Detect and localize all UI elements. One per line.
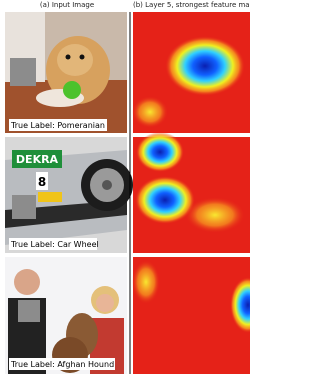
column-title: (b) Layer 5, strongest feature map — [133, 1, 250, 9]
input-image — [5, 12, 127, 133]
car-number: 8 — [38, 175, 46, 189]
figure: (a) Input Image (b) Layer 5, strongest f… — [0, 0, 250, 374]
feature-map — [132, 12, 250, 133]
true-label: True Label: Afghan Hound — [10, 360, 114, 369]
input-image: DEKRA 8 — [5, 137, 133, 253]
feature-map — [132, 257, 250, 374]
column-title: (a) Input Image — [40, 1, 94, 9]
sign-text: DEKRA — [16, 153, 59, 166]
input-image — [5, 257, 127, 374]
true-label: True Label: Car Wheel — [10, 240, 99, 249]
feature-map — [133, 132, 250, 253]
true-label: True Label: Pomeranian — [10, 121, 105, 130]
